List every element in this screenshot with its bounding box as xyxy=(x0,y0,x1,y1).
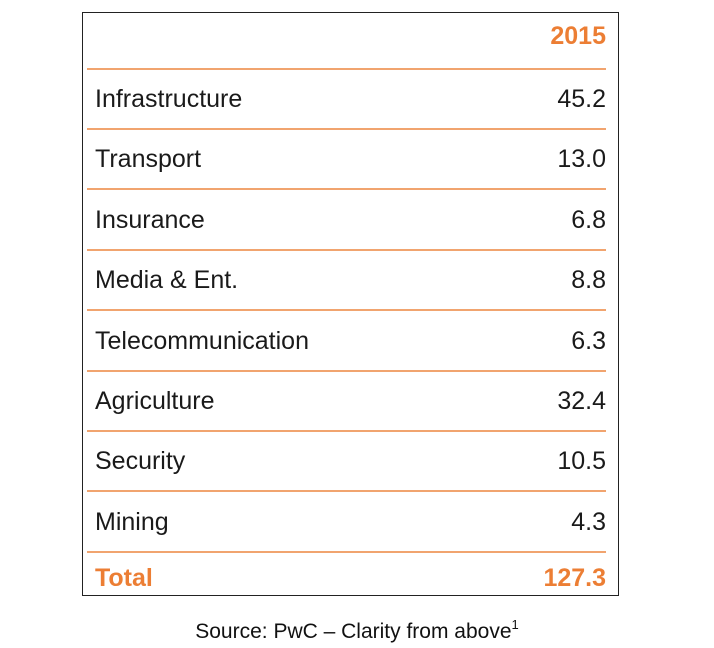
row-value: 4.3 xyxy=(571,507,606,536)
table-row: Media & Ent. 8.8 xyxy=(87,251,606,312)
table-row: Security 10.5 xyxy=(87,432,606,493)
row-divider xyxy=(87,248,606,251)
market-table: 2015 Infrastructure 45.2 Transport 13.0 Insu… xyxy=(82,12,619,596)
row-label: Transport xyxy=(95,145,202,174)
row-value: 32.4 xyxy=(557,387,606,415)
table-row: Infrastructure 45.2 xyxy=(87,70,606,130)
row-value: 6.8 xyxy=(571,205,606,234)
table-row: Transport 13.0 xyxy=(87,130,606,191)
table-row: Telecommunication 6.3 xyxy=(87,312,606,372)
row-label: Security xyxy=(95,447,186,476)
table-row: Agriculture 32.4 xyxy=(87,372,606,432)
row-label: Infrastructure xyxy=(95,85,243,113)
total-label: Total xyxy=(95,564,153,593)
row-value: 13.0 xyxy=(557,145,606,174)
row-divider xyxy=(87,309,606,312)
row-label: Telecommunication xyxy=(95,326,309,355)
row-divider xyxy=(87,550,606,553)
row-divider xyxy=(87,128,606,130)
row-label: Insurance xyxy=(95,205,205,234)
total-value: 127.3 xyxy=(543,564,606,593)
source-text: Source: PwC – Clarity from above xyxy=(195,620,512,643)
row-divider xyxy=(87,430,606,432)
row-divider xyxy=(87,369,606,372)
row-value: 8.8 xyxy=(571,266,606,295)
row-value: 45.2 xyxy=(557,85,606,113)
row-value: 10.5 xyxy=(557,447,606,476)
header-year: 2015 xyxy=(550,22,606,50)
total-row: Total 127.3 xyxy=(87,553,606,593)
row-divider xyxy=(87,490,606,493)
row-label: Mining xyxy=(95,507,169,536)
table-row: Mining 4.3 xyxy=(87,493,606,553)
table-row: Insurance 6.8 xyxy=(87,191,606,251)
source-caption: Source: PwC – Clarity from above1 xyxy=(0,612,714,645)
header-divider xyxy=(87,68,606,70)
row-divider xyxy=(87,188,606,191)
row-label: Media & Ent. xyxy=(95,266,239,295)
footnote-marker: 1 xyxy=(511,617,519,632)
row-value: 6.3 xyxy=(571,326,606,355)
row-label: Agriculture xyxy=(95,387,215,415)
